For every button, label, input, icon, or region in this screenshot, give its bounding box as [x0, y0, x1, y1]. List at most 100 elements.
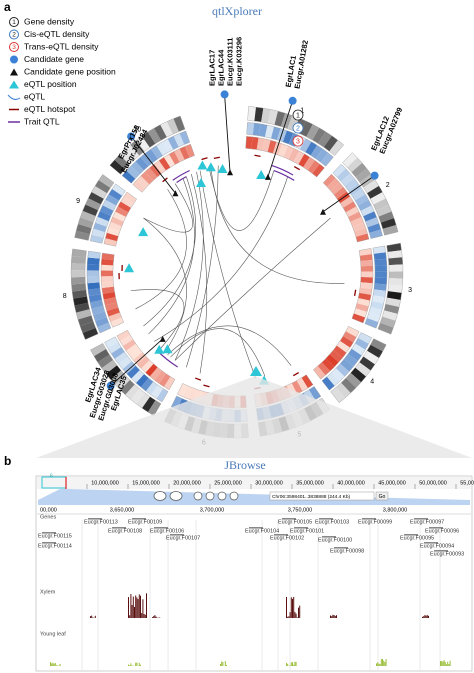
gene-glyph	[362, 518, 376, 520]
heat-cell	[119, 334, 133, 346]
heat-cell	[388, 257, 403, 266]
heat-cell	[351, 188, 366, 201]
nav-button[interactable]	[153, 491, 167, 501]
heat-cell	[329, 140, 344, 156]
heat-cell	[141, 396, 156, 413]
eqtl-link	[143, 176, 196, 327]
candidate-position	[227, 169, 234, 176]
coverage-bar	[130, 594, 132, 618]
coverage-bar	[154, 615, 156, 618]
heat-cell	[101, 258, 114, 266]
ring-number-icon	[292, 122, 304, 134]
heat-cell	[184, 144, 195, 158]
candidate-line	[322, 175, 375, 213]
heat-cell	[364, 318, 379, 329]
heat-cell	[265, 125, 275, 139]
heat-cell	[380, 316, 396, 328]
heat-cell	[300, 121, 313, 137]
heat-cell	[325, 354, 339, 367]
heat-cell	[333, 187, 347, 199]
overview-chrom: 6	[50, 473, 53, 479]
trait-qtl	[176, 176, 187, 183]
heat-cell	[162, 138, 174, 153]
heat-cell	[120, 196, 134, 208]
heat-cell	[317, 362, 331, 376]
gene-glyph	[404, 534, 418, 536]
heat-cell	[82, 327, 99, 340]
ruler-label: 10,000,000	[91, 480, 119, 486]
heat-cell	[384, 304, 400, 314]
heat-cell	[97, 354, 114, 369]
coverage-bar	[289, 665, 291, 666]
candidate-position	[264, 173, 271, 180]
legend-icon	[7, 94, 21, 100]
gene-glyph	[112, 527, 126, 529]
heat-cell	[122, 361, 136, 374]
heat-cell	[114, 351, 129, 365]
heat-cell	[326, 178, 340, 191]
heat-cell	[358, 332, 372, 344]
legend-label: Candidate gene	[24, 54, 84, 64]
coverage-bar	[140, 664, 141, 666]
heat-cell	[323, 174, 336, 187]
legend-label: eQTL hotspot	[24, 104, 76, 114]
candidate-gene	[220, 90, 229, 99]
heat-cell	[102, 291, 116, 300]
heat-cell	[71, 248, 87, 258]
nav-button[interactable]	[169, 491, 183, 501]
heat-cell	[140, 152, 153, 167]
heat-cell	[370, 338, 387, 352]
heat-cell	[112, 211, 126, 222]
heat-cell	[348, 348, 362, 362]
gene-label: Eucgr.F00101	[290, 528, 324, 534]
heat-cell	[179, 131, 190, 145]
eqtl-link	[191, 174, 208, 374]
gene-label: Eucgr.F00095	[400, 535, 434, 541]
eqtl-link	[143, 217, 187, 353]
heat-cell	[141, 131, 156, 148]
zoom-button[interactable]	[229, 491, 239, 501]
go-button[interactable]	[375, 491, 389, 501]
heat-cell	[258, 123, 268, 137]
location-box[interactable]	[269, 491, 375, 501]
ruler-label: 25,000,000	[214, 480, 242, 486]
coverage-bar	[94, 615, 96, 618]
panel-label: a	[4, 0, 11, 14]
coverage-bar	[446, 664, 447, 666]
zoom-button[interactable]	[217, 491, 227, 501]
heat-cell	[326, 372, 340, 386]
heat-cell	[310, 145, 323, 159]
gene-glyph	[154, 527, 168, 529]
eqtl-position	[205, 162, 216, 172]
coverage-bar	[91, 615, 93, 618]
heat-cell	[323, 135, 338, 152]
heat-cell	[145, 167, 158, 181]
zoom-button[interactable]	[205, 491, 215, 501]
heat-cell	[173, 133, 185, 147]
coverage-bar	[129, 615, 131, 618]
heat-cell	[344, 353, 358, 367]
zoom-button[interactable]	[193, 491, 203, 501]
heat-cell	[130, 161, 144, 175]
gene-glyph	[282, 518, 296, 520]
heat-cell	[378, 211, 395, 223]
heat-cell	[278, 143, 288, 158]
coverage-bar	[128, 597, 129, 618]
eqtl-position	[197, 160, 208, 170]
heat-cell	[105, 365, 122, 380]
eqtl-position	[138, 227, 149, 237]
heat-cell	[166, 118, 179, 135]
coverage-bar	[428, 615, 429, 618]
heat-cell	[291, 380, 303, 395]
heat-cell	[347, 157, 363, 173]
heat-cell	[274, 111, 286, 127]
heat-cell	[95, 180, 111, 194]
heat-cell	[388, 278, 403, 286]
browser-frame	[35, 475, 473, 672]
zoom-ruler-label: 3,750,000	[288, 507, 312, 513]
coverage-bar	[146, 593, 147, 618]
gene-glyph	[319, 518, 333, 520]
ring-number: 1	[296, 112, 300, 119]
eqtl-link	[174, 171, 204, 361]
heat-cell	[90, 234, 104, 244]
